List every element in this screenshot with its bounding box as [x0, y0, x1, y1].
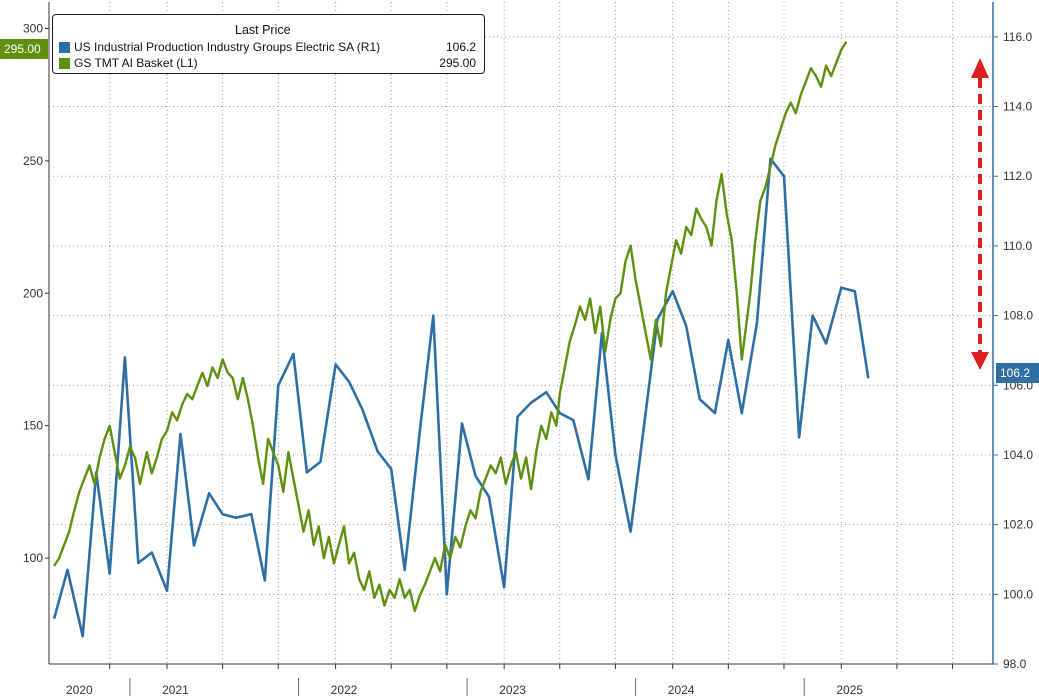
series-line-ai-basket: [53, 41, 848, 613]
legend-swatch-electric: [59, 41, 70, 53]
legend-entry-ai-basket: GS TMT AI Basket (L1) 295.00: [59, 55, 476, 71]
left-axis-tick-label: 250: [23, 154, 43, 168]
x-axis-year-label: 2021: [162, 683, 189, 696]
legend-swatch-ai-basket: [59, 57, 70, 69]
last-price-badge-right: 106.2: [996, 363, 1039, 383]
right-axis-tick-label: 110.0: [1003, 239, 1032, 253]
left-axis-tick-label: 100: [23, 551, 43, 565]
legend-entry-value: 295.00: [439, 56, 476, 70]
x-axis-year-label: 2020: [66, 683, 93, 696]
grid: [49, 2, 993, 665]
legend-entry-value: 106.2: [445, 40, 476, 54]
range-arrow: [971, 58, 989, 370]
legend: Last Price US Industrial Production Indu…: [52, 14, 485, 74]
legend-entry-name: US Industrial Production Industry Groups…: [74, 40, 381, 54]
right-axis-tick-label: 114.0: [1003, 100, 1032, 114]
x-axis-year-label: 2023: [499, 683, 526, 696]
legend-title: Last Price: [235, 23, 291, 37]
series-group: [52, 41, 870, 638]
legend-entry-electric: US Industrial Production Industry Groups…: [59, 39, 476, 55]
x-axis-year-label: 2022: [331, 683, 358, 696]
right-axis-tick-label: 100.0: [1003, 587, 1033, 601]
axes: 10015020025030098.0100.0102.0104.0106.01…: [23, 2, 1033, 696]
right-axis-tick-label: 102.0: [1003, 518, 1033, 532]
series-line-electric: [52, 157, 870, 638]
right-axis-tick-label: 116.0: [1003, 30, 1032, 44]
x-axis-year-label: 2024: [668, 683, 695, 696]
last-price-badge-left: 295.00: [0, 39, 48, 59]
right-axis-tick-label: 98.0: [1003, 657, 1027, 671]
left-axis-tick-label: 150: [23, 419, 43, 433]
right-axis-tick-label: 104.0: [1003, 448, 1033, 462]
range-arrow-head-bottom: [971, 352, 989, 370]
right-axis-tick-label: 108.0: [1003, 309, 1033, 323]
right-axis-tick-label: 112.0: [1003, 169, 1032, 183]
left-axis-tick-label: 200: [23, 286, 43, 300]
x-axis-year-label: 2025: [836, 683, 863, 696]
range-arrow-head-top: [971, 58, 989, 78]
left-axis-tick-label: 300: [23, 21, 43, 35]
legend-entry-name: GS TMT AI Basket (L1): [74, 56, 198, 70]
